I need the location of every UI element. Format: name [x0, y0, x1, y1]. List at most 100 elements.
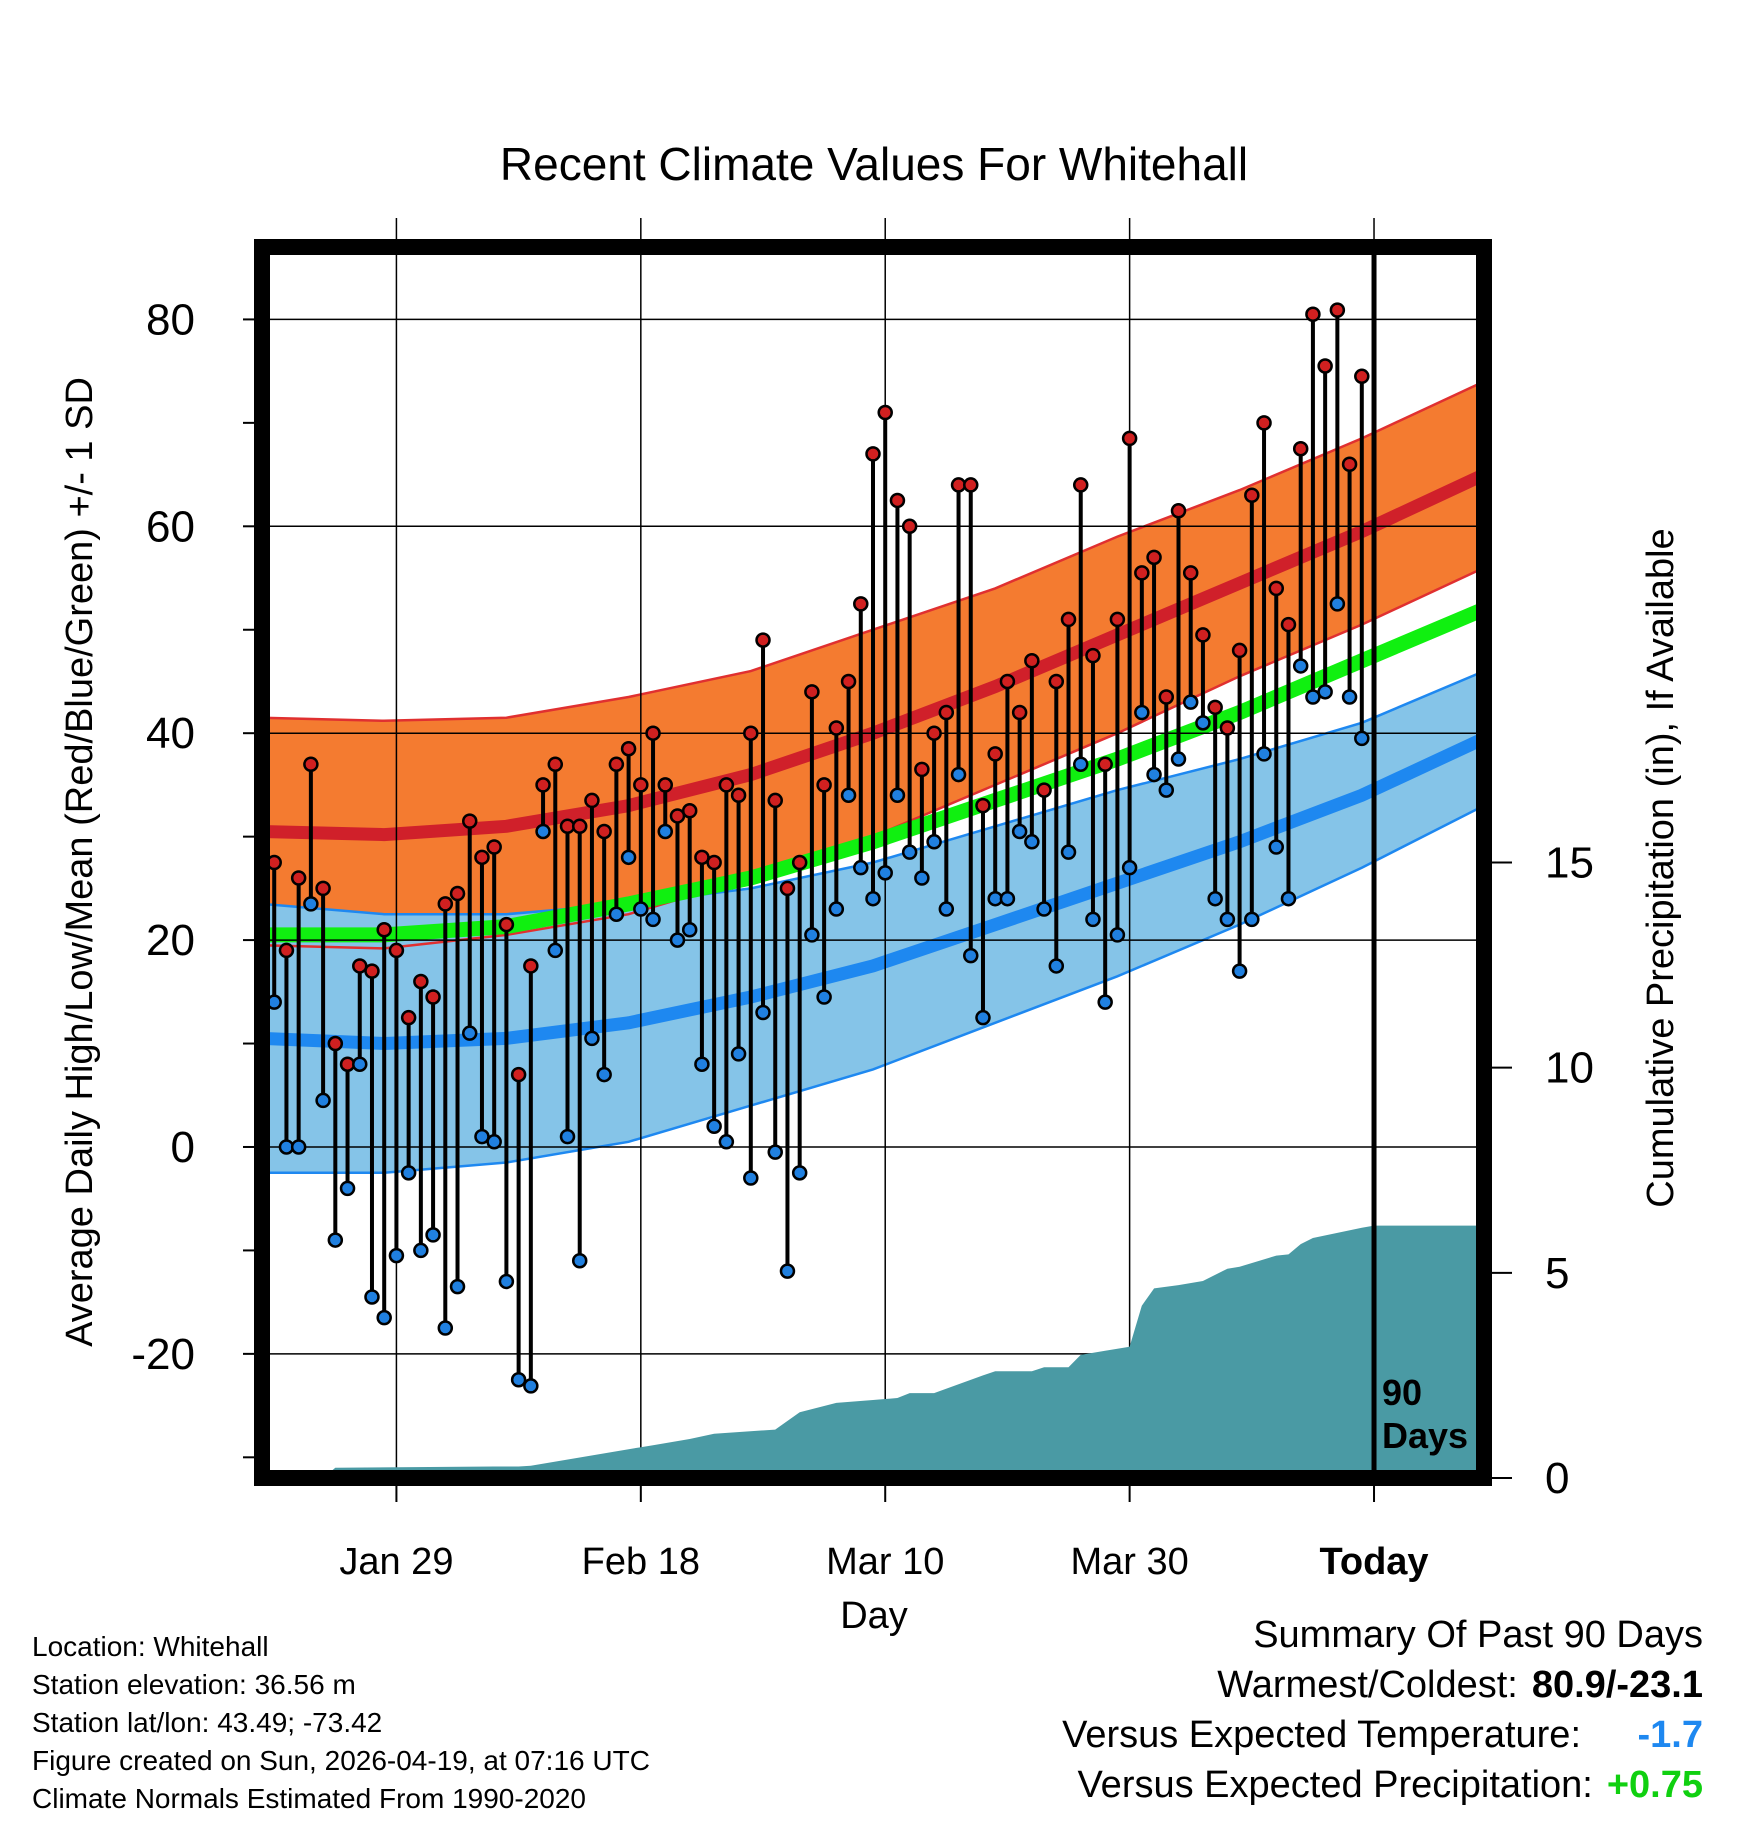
- daily-low-point: [1146, 766, 1162, 783]
- summary-temperature-row: Versus Expected Temperature: -1.7: [1062, 1710, 1703, 1760]
- daily-low-point: [1109, 927, 1126, 943]
- daily-low-point: [584, 1030, 600, 1047]
- y-axis-label-left: Average Daily High/Low/Mean (Red/Blue/Gr…: [59, 377, 101, 1347]
- daily-high-point: [767, 792, 783, 809]
- low-band-lower-edge: [262, 804, 1484, 1175]
- daily-high-point: [571, 818, 588, 835]
- daily-high-point: [975, 797, 991, 814]
- daily-high-point: [584, 792, 600, 809]
- daily-low-point: [327, 1232, 344, 1248]
- daily-high-point: [290, 870, 307, 886]
- daily-low-point: [620, 849, 637, 866]
- daily-high-point: [376, 921, 392, 938]
- daily-low-point: [1231, 963, 1248, 979]
- daily-low-point: [975, 1009, 991, 1026]
- daily-high-point: [1354, 368, 1370, 385]
- daily-low-point: [571, 1253, 588, 1269]
- daily-high-point: [999, 673, 1016, 690]
- daily-high-point: [608, 756, 625, 772]
- daily-high-point: [388, 942, 405, 959]
- daily-low-point: [1317, 684, 1333, 700]
- daily-low-point: [914, 870, 930, 886]
- info-created: Figure created on Sun, 2026-04-19, at 07…: [32, 1745, 650, 1776]
- daily-low-point: [388, 1247, 405, 1264]
- daily-low-point: [1048, 958, 1065, 974]
- summary-warmest-coldest-label: Warmest/Coldest:: [1217, 1664, 1518, 1706]
- daily-low-point: [804, 927, 820, 943]
- daily-low-point: [718, 1134, 735, 1150]
- daily-low-point: [681, 921, 698, 938]
- daily-low-point: [1121, 859, 1138, 876]
- info-normals: Climate Normals Estimated From 1990-2020: [32, 1783, 586, 1814]
- daily-low-point: [523, 1378, 539, 1394]
- daily-high-point: [730, 787, 747, 804]
- daily-low-point: [535, 823, 551, 840]
- summary-warmest-coldest-row: Warmest/Coldest: 80.9/-23.1: [1062, 1660, 1703, 1710]
- daily-low-point: [1292, 658, 1309, 674]
- daily-high-point: [853, 596, 869, 612]
- daily-low-point: [645, 911, 661, 928]
- daily-high-point: [1158, 689, 1175, 705]
- daily-low-point: [999, 890, 1016, 907]
- daily-high-point: [278, 942, 295, 959]
- daily-low-point: [547, 942, 564, 959]
- daily-high-point: [1195, 627, 1211, 643]
- daily-low-point: [816, 989, 832, 1005]
- daily-high-point: [755, 632, 771, 648]
- daily-high-point: [718, 777, 735, 793]
- daily-high-point: [461, 813, 478, 829]
- daily-high-point: [1305, 306, 1321, 322]
- daily-low-point: [425, 1227, 441, 1243]
- daily-low-point: [486, 1134, 502, 1150]
- daily-low-point: [1158, 782, 1175, 798]
- daily-high-point: [1048, 673, 1065, 690]
- daily-high-point: [1011, 704, 1028, 721]
- daily-low-point: [290, 1139, 307, 1155]
- daily-high-point: [1085, 647, 1101, 664]
- daily-high-point: [1244, 487, 1260, 504]
- daily-low-point: [559, 1128, 576, 1145]
- daily-low-point: [865, 890, 881, 907]
- daily-high-point: [1072, 477, 1089, 493]
- daily-high-point: [413, 973, 429, 990]
- daily-high-point: [791, 854, 808, 871]
- daily-low-point: [364, 1289, 380, 1305]
- precip-tick-label: 10: [1545, 1044, 1594, 1093]
- daily-high-point: [889, 492, 906, 509]
- daily-low-point: [853, 859, 869, 876]
- daily-high-point: [474, 849, 490, 866]
- x-tick-label: Today: [1319, 1541, 1428, 1583]
- daily-low-point: [315, 1092, 331, 1109]
- daily-high-point: [364, 963, 380, 979]
- daily-low-point: [1268, 839, 1285, 855]
- daily-high-point: [1182, 565, 1199, 581]
- daily-low-point: [950, 766, 967, 783]
- daily-high-point: [743, 725, 759, 741]
- info-latlon: Station lat/lon: 43.49; -73.42: [32, 1707, 383, 1738]
- summary-temperature-label: Versus Expected Temperature:: [1062, 1714, 1581, 1756]
- daily-high-point: [1268, 580, 1285, 597]
- info-location: Location: Whitehall: [32, 1631, 269, 1662]
- daily-high-point: [596, 823, 612, 840]
- daily-low-point: [743, 1170, 759, 1186]
- daily-high-point: [1280, 616, 1297, 633]
- daily-high-point: [987, 746, 1003, 762]
- daily-low-point: [339, 1180, 356, 1197]
- daily-high-point: [1170, 503, 1187, 519]
- y-tick-label: 0: [171, 1123, 195, 1172]
- daily-high-point: [1292, 440, 1309, 457]
- x-tick-label: Mar 30: [1070, 1541, 1188, 1583]
- daily-low-point: [767, 1144, 783, 1160]
- daily-low-point: [498, 1273, 515, 1290]
- daily-low-point: [352, 1056, 368, 1072]
- normal-low-line: [262, 732, 1484, 1051]
- daily-high-point: [779, 880, 796, 897]
- daily-high-point: [1341, 456, 1358, 472]
- daily-high-point: [877, 404, 893, 421]
- daily-low-point: [1024, 834, 1040, 850]
- daily-high-point: [1024, 653, 1040, 669]
- daily-high-point: [816, 777, 832, 793]
- daily-low-point: [437, 1320, 454, 1336]
- daily-high-point: [865, 446, 881, 462]
